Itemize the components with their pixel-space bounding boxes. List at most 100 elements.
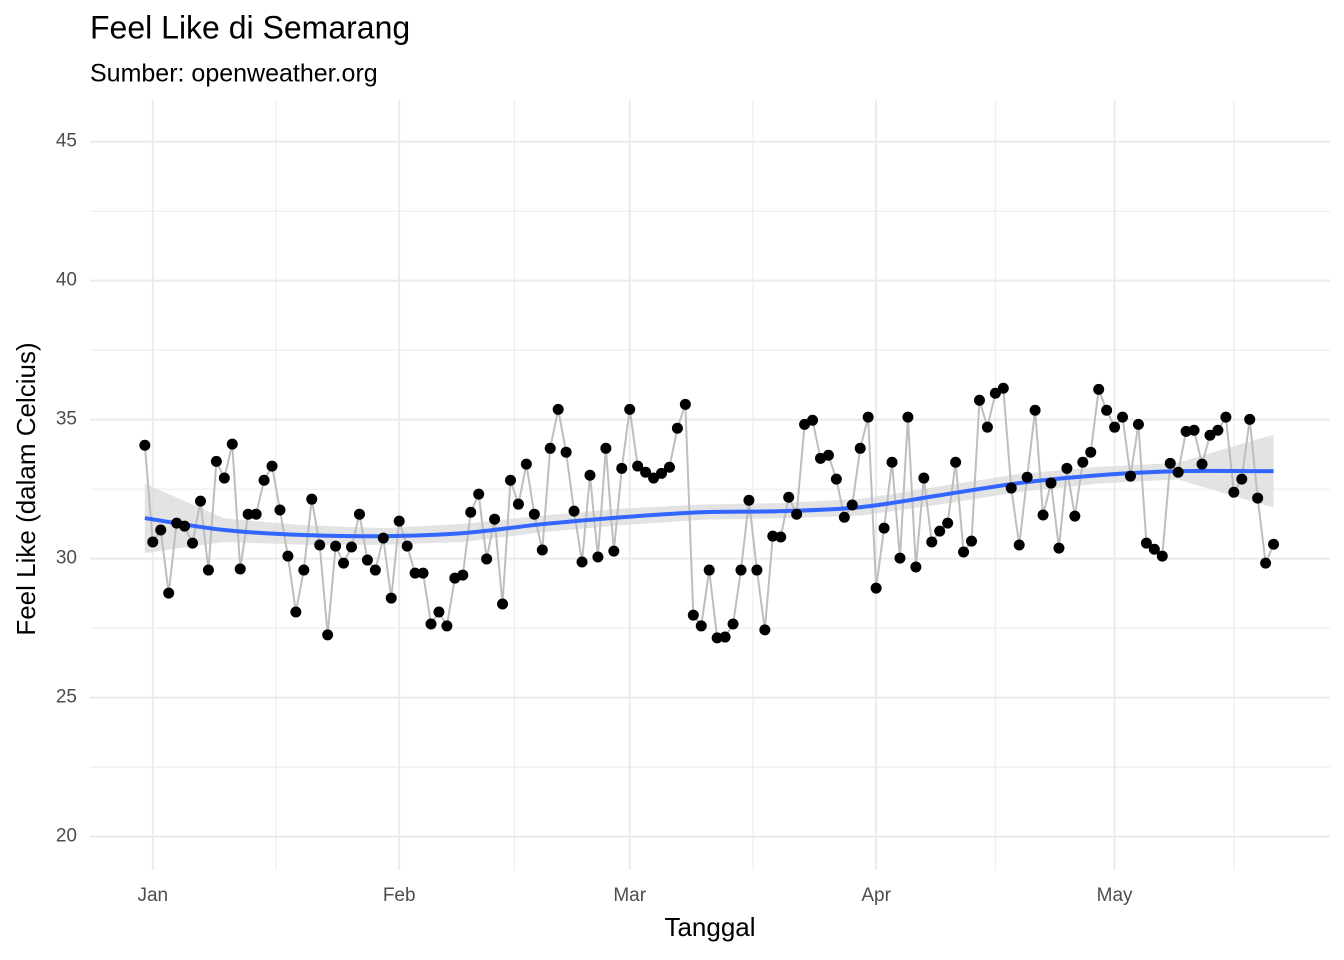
point: [862, 411, 874, 423]
point: [751, 564, 763, 576]
point: [791, 508, 803, 520]
point: [457, 569, 469, 581]
point: [234, 563, 246, 575]
point: [671, 422, 683, 434]
point: [282, 550, 294, 562]
point: [735, 564, 747, 576]
point: [711, 632, 723, 644]
point: [1252, 492, 1264, 504]
point: [425, 618, 437, 630]
point: [369, 564, 381, 576]
point: [838, 511, 850, 523]
confidence-band: [144, 434, 1274, 554]
point: [846, 499, 858, 511]
point: [163, 587, 175, 599]
x-tick-label: Jan: [137, 885, 168, 906]
point: [258, 474, 270, 486]
point: [298, 564, 310, 576]
point: [902, 411, 914, 423]
point: [981, 421, 993, 433]
y-axis-title: Feel Like (dalam Celcius): [11, 342, 41, 635]
point: [942, 517, 954, 529]
point: [926, 536, 938, 548]
point: [1244, 413, 1256, 425]
point: [536, 544, 548, 556]
point: [989, 387, 1001, 399]
point: [1085, 446, 1097, 458]
point: [314, 539, 326, 551]
point: [608, 545, 620, 557]
point: [1061, 462, 1073, 474]
y-tick-label: 45: [56, 131, 77, 152]
point: [552, 403, 564, 415]
point: [497, 598, 509, 610]
point: [616, 462, 628, 474]
point: [703, 564, 715, 576]
point: [1236, 473, 1248, 485]
point: [1069, 510, 1081, 522]
point: [1109, 421, 1121, 433]
point: [592, 551, 604, 563]
point: [568, 505, 580, 517]
point: [226, 438, 238, 450]
point: [417, 567, 429, 579]
point: [997, 382, 1009, 394]
point: [1005, 482, 1017, 494]
point: [648, 472, 660, 484]
point: [353, 508, 365, 520]
point: [679, 398, 691, 410]
point: [187, 537, 199, 549]
point: [632, 460, 644, 472]
point: [179, 520, 191, 532]
point: [878, 522, 890, 534]
point: [520, 458, 532, 470]
point: [441, 620, 453, 632]
point: [528, 508, 540, 520]
point: [504, 474, 516, 486]
point: [393, 515, 405, 527]
point: [385, 592, 397, 604]
point: [266, 460, 278, 472]
point: [1156, 550, 1168, 562]
x-tick-label: Mar: [613, 885, 646, 906]
point: [822, 449, 834, 461]
y-tick-label: 35: [56, 409, 77, 430]
point: [1140, 537, 1152, 549]
point: [250, 508, 262, 520]
point: [695, 620, 707, 632]
x-tick-label: Feb: [383, 885, 416, 906]
chart-subtitle: Sumber: openweather.org: [90, 60, 378, 88]
point: [330, 540, 342, 552]
point: [1101, 404, 1113, 416]
x-axis-title: Tanggal: [664, 912, 755, 942]
point: [576, 556, 588, 568]
point: [767, 530, 779, 542]
point: [1172, 466, 1184, 478]
y-tick-label: 30: [56, 548, 77, 569]
point: [719, 631, 731, 643]
point: [1037, 509, 1049, 521]
point: [377, 532, 389, 544]
point: [512, 498, 524, 510]
point: [759, 624, 771, 636]
point: [1220, 411, 1232, 423]
point: [433, 606, 445, 618]
point: [624, 403, 636, 415]
point: [584, 469, 596, 481]
point: [274, 504, 286, 516]
y-tick-label: 25: [56, 687, 77, 708]
point: [210, 455, 222, 467]
point: [1268, 538, 1280, 550]
point: [361, 554, 373, 566]
point: [1148, 543, 1160, 555]
point: [918, 472, 930, 484]
point: [194, 495, 206, 507]
point: [1077, 456, 1089, 468]
point: [894, 552, 906, 564]
point: [934, 525, 946, 537]
point: [139, 439, 151, 451]
point: [663, 461, 675, 473]
point: [489, 513, 501, 525]
point: [473, 488, 485, 500]
